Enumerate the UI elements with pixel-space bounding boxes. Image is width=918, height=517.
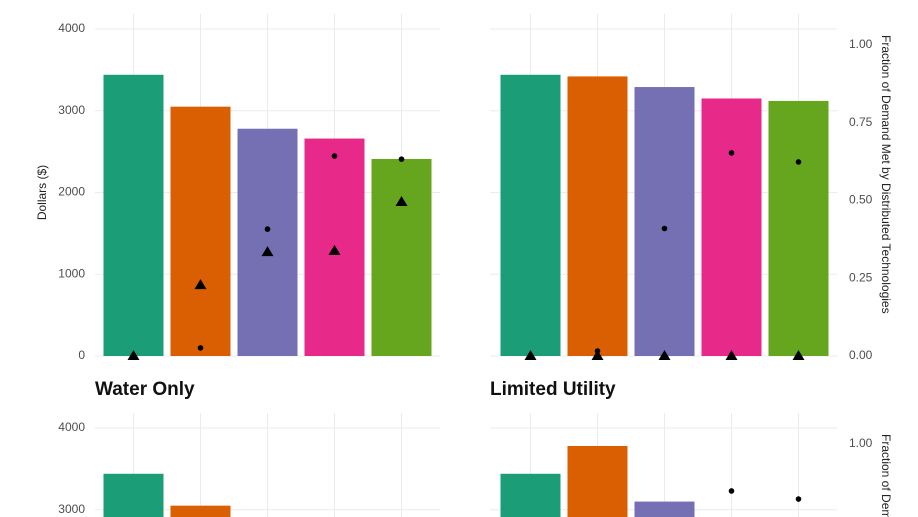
y2-tick-label: 1.00 (849, 436, 873, 450)
bar (634, 501, 695, 517)
triangle-point (658, 350, 671, 360)
y2-tick-label: 0.25 (849, 270, 873, 284)
y2-axis-title: Fraction of Demand Met by Distributed Te… (879, 35, 893, 314)
bar (500, 473, 561, 517)
bar (701, 98, 762, 357)
y-tick-label: 4000 (58, 420, 85, 434)
y2-tick-label: 0.00 (849, 348, 873, 362)
y2-tick-label: 0.75 (849, 115, 873, 129)
triangle-point (395, 196, 408, 207)
bar (567, 76, 628, 356)
y-tick-label: 2000 (58, 185, 85, 199)
triangle-point (524, 350, 537, 360)
bar (768, 100, 829, 356)
bar (500, 74, 561, 356)
triangle-point (194, 279, 207, 290)
bar (237, 128, 298, 356)
y-tick-label: 3000 (58, 103, 85, 117)
triangle-point (261, 246, 274, 257)
bar (634, 87, 695, 356)
circle-point (795, 496, 802, 502)
y-axis-title: Dollars ($) (35, 165, 49, 220)
bar (170, 106, 231, 356)
circle-point (331, 153, 338, 159)
circle-point (728, 150, 735, 156)
bar (567, 445, 628, 517)
triangle-point (328, 244, 341, 255)
y-tick-label: 3000 (58, 502, 85, 516)
circle-point (728, 488, 735, 494)
bar (371, 158, 432, 356)
triangle-point (591, 350, 604, 360)
y2-tick-label: 1.00 (849, 37, 873, 51)
triangle-point (127, 350, 140, 360)
bar (103, 74, 164, 356)
circle-point (661, 225, 668, 232)
circle-point (197, 345, 204, 351)
triangle-point (792, 350, 805, 360)
y2-axis-title: Fraction of Demand Met by Distributed Te… (879, 434, 893, 517)
panel-title: Limited Utility (490, 379, 616, 400)
bar (170, 505, 231, 517)
bar (103, 473, 164, 517)
triangle-point (725, 350, 738, 360)
y2-tick-label: 0.50 (849, 193, 873, 207)
circle-point (795, 159, 802, 165)
y-tick-label: 4000 (58, 21, 85, 35)
panel-title: Water Only (95, 379, 195, 400)
circle-point (264, 226, 271, 232)
y-tick-label: 1000 (58, 266, 85, 280)
y-tick-label: 0 (78, 348, 85, 362)
circle-point (398, 156, 405, 162)
